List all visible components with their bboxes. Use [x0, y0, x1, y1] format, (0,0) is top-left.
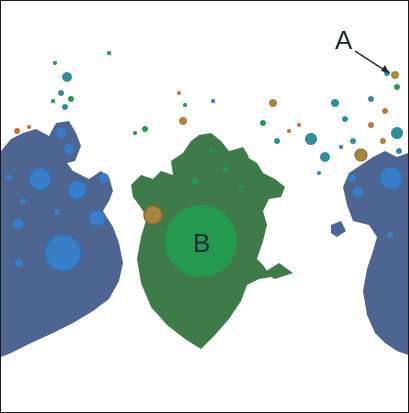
blue-node — [44, 234, 82, 272]
green-fragment — [263, 263, 293, 279]
green-node — [68, 96, 74, 102]
teal-node — [320, 152, 330, 162]
teal-node — [62, 72, 72, 82]
blue-node — [339, 145, 343, 149]
blue-node — [15, 259, 23, 267]
blue-node — [28, 167, 52, 191]
green-node — [107, 51, 111, 55]
blue-node — [99, 173, 109, 183]
green-node — [394, 84, 400, 90]
annotation-a-arrowhead — [381, 65, 389, 73]
orange-node — [368, 122, 374, 128]
orange-node — [297, 123, 301, 127]
green-fragment — [231, 147, 249, 163]
blue-node — [211, 99, 215, 103]
blue-node — [387, 232, 393, 238]
teal-node — [391, 127, 403, 139]
teal-node — [58, 90, 64, 96]
blue-nodes-left — [6, 128, 109, 272]
green-node — [51, 99, 55, 103]
teal-node — [305, 133, 317, 145]
blue-fragment — [15, 133, 39, 151]
annotated-node-a — [391, 71, 399, 79]
green-node — [53, 61, 57, 65]
teal-node — [274, 138, 280, 144]
blue-node — [396, 148, 402, 154]
blue-node — [6, 174, 12, 180]
teal-node — [350, 138, 356, 144]
blue-nodes-right — [348, 148, 403, 238]
blue-node — [353, 187, 363, 197]
olive-node — [380, 138, 386, 144]
blue-node — [13, 219, 23, 229]
green-node — [142, 126, 148, 132]
blue-region-right — [331, 151, 408, 355]
blue-node — [20, 198, 26, 204]
orange-node — [14, 128, 20, 134]
teal-node — [62, 104, 68, 110]
green-nodes — [143, 149, 243, 277]
olive-node — [354, 148, 368, 162]
green-node-b — [165, 205, 237, 277]
olive-node — [143, 205, 163, 225]
olive-node — [177, 91, 181, 95]
annotation-a-label: A — [335, 25, 353, 55]
teal-node — [342, 116, 348, 122]
annotation-b-label: B — [193, 228, 210, 258]
blue-region-right-shape — [343, 151, 408, 355]
teal-node — [368, 96, 374, 102]
green-node — [260, 120, 266, 126]
green-fragment — [257, 177, 283, 197]
orange-node — [27, 125, 31, 129]
orange-node — [287, 129, 291, 133]
green-node — [239, 185, 243, 189]
blue-node — [88, 209, 106, 227]
blue-node — [67, 180, 87, 200]
annotation-a: A — [335, 25, 390, 74]
blue-node — [54, 209, 60, 215]
green-node — [209, 149, 213, 153]
olive-node — [269, 99, 277, 107]
teal-node — [317, 171, 321, 175]
green-node — [133, 131, 137, 135]
orange-node — [382, 108, 388, 114]
teal-node — [331, 99, 339, 107]
blue-node — [56, 128, 66, 138]
green-node — [222, 166, 228, 172]
blue-fragment — [331, 221, 346, 237]
blue-node — [379, 166, 403, 190]
green-node — [183, 103, 187, 107]
olive-node — [179, 117, 187, 125]
blue-node — [64, 144, 74, 154]
blue-node — [348, 174, 356, 182]
green-node — [192, 178, 198, 184]
